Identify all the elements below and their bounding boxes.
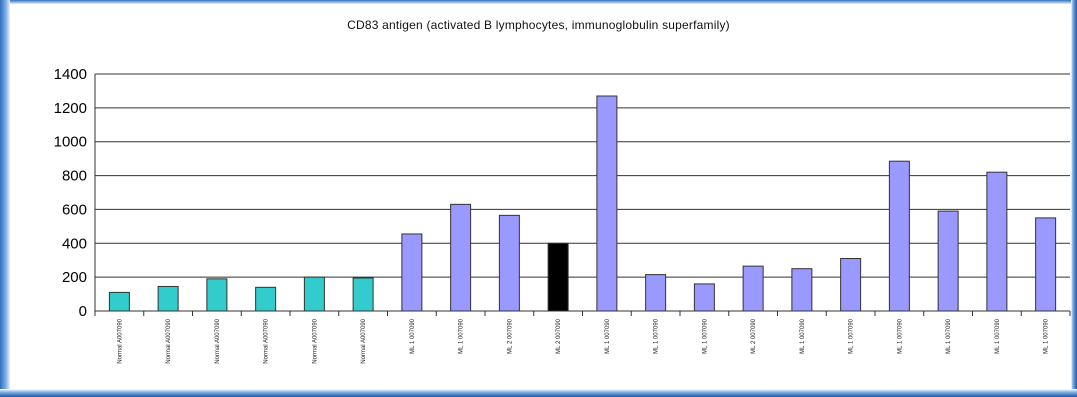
bar bbox=[938, 211, 958, 311]
y-tick-label: 0 bbox=[79, 303, 87, 320]
x-tick-label: Normal A007090 bbox=[215, 318, 221, 363]
bar bbox=[402, 234, 422, 311]
y-tick-label: 1200 bbox=[54, 100, 87, 117]
bar bbox=[841, 259, 861, 311]
x-tick-label: Normal A007090 bbox=[264, 318, 270, 363]
bar bbox=[646, 275, 666, 311]
x-tick-label: ML 1 007090 bbox=[897, 318, 903, 353]
bar bbox=[109, 292, 129, 311]
x-tick-label: Normal A007090 bbox=[166, 318, 172, 363]
bar bbox=[304, 277, 324, 311]
bar bbox=[499, 215, 519, 311]
x-tick-label: Normal A007090 bbox=[361, 318, 367, 363]
y-tick-label: 800 bbox=[62, 168, 87, 185]
y-tick-label: 400 bbox=[62, 235, 87, 252]
y-tick-label: 600 bbox=[62, 201, 87, 218]
y-tick-label: 1000 bbox=[54, 134, 87, 151]
x-tick-label: ML 1 007090 bbox=[410, 318, 416, 353]
x-tick-label: Normal A007090 bbox=[117, 318, 123, 363]
x-tick-label: ML 1 007090 bbox=[605, 318, 611, 353]
bar bbox=[548, 243, 568, 311]
x-tick-label: ML 2 007090 bbox=[556, 318, 562, 353]
bar bbox=[743, 266, 763, 311]
bar bbox=[451, 204, 471, 311]
bar bbox=[889, 161, 909, 311]
x-tick-label: ML 1 007090 bbox=[1044, 318, 1050, 353]
bar bbox=[207, 279, 227, 311]
bar bbox=[256, 287, 276, 311]
bar bbox=[1036, 218, 1056, 311]
bar bbox=[694, 284, 714, 311]
bar bbox=[353, 278, 373, 311]
bar bbox=[158, 286, 178, 311]
x-tick-label: ML 1 007090 bbox=[849, 318, 855, 353]
bar bbox=[987, 172, 1007, 311]
x-tick-label: ML 2 007090 bbox=[507, 318, 513, 353]
x-tick-label: Normal A007090 bbox=[312, 318, 318, 363]
y-tick-label: 200 bbox=[62, 269, 87, 286]
x-tick-label: ML 1 007090 bbox=[702, 318, 708, 353]
bar bbox=[792, 269, 812, 311]
x-tick-label: ML 1 007090 bbox=[946, 318, 952, 353]
x-tick-label: ML 1 007090 bbox=[800, 318, 806, 353]
x-tick-label: ML 2 007090 bbox=[751, 318, 757, 353]
y-tick-label: 1400 bbox=[54, 66, 87, 83]
bar bbox=[597, 96, 617, 311]
x-tick-label: ML 1 007090 bbox=[459, 318, 465, 353]
x-tick-label: ML 1 007090 bbox=[995, 318, 1001, 353]
x-tick-label: ML 1 007090 bbox=[654, 318, 660, 353]
